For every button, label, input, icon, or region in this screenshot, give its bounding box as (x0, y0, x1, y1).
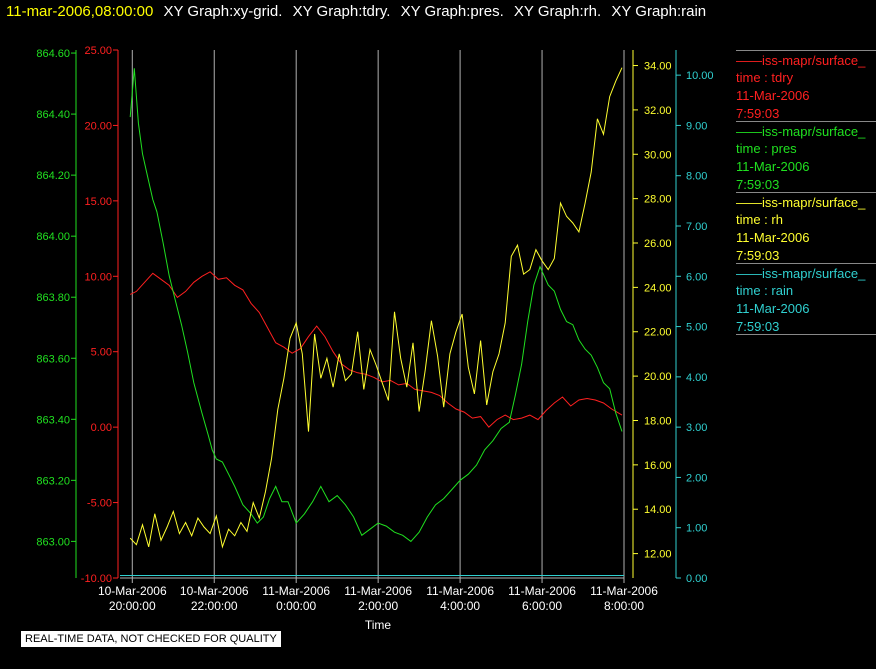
legend-time-rain: 7:59:03 (736, 319, 780, 334)
legend-field-rh: time : rh (736, 212, 783, 227)
rain-tick-label: 6.00 (686, 271, 707, 283)
legend-entry-rain[interactable]: ——iss-mapr/surface_ time : rain 11-Mar-2… (736, 263, 876, 335)
tdry-tick-label: 5.00 (91, 347, 112, 359)
rh-tick-label: 26.00 (644, 238, 672, 250)
legend-field-tdry: time : tdry (736, 70, 794, 85)
legend-field-pres: time : pres (736, 141, 797, 156)
pres-tick-label: 863.00 (36, 536, 70, 548)
x-tick-label-time: 22:00:00 (191, 599, 238, 613)
x-tick-label-time: 8:00:00 (604, 599, 644, 613)
pres-tick-label: 864.00 (36, 231, 70, 243)
legend-date-rh: 11-Mar-2006 (736, 230, 810, 245)
tdry-tick-label: 25.00 (84, 45, 112, 57)
rh-tick-label: 30.00 (644, 149, 672, 161)
tdry-tick-label: 20.00 (84, 120, 112, 132)
tdry-series-line (129, 271, 623, 428)
x-tick-label-date: 11-Mar-2006 (426, 584, 494, 598)
legend-swatch-tdry: —— (736, 53, 762, 68)
x-tick-label-date: 10-Mar-2006 (98, 584, 167, 598)
tdry-tick-label: 0.00 (91, 422, 112, 434)
title-graph-xy-grid: XY Graph:xy-grid. (163, 3, 283, 20)
title-graph-rh: XY Graph:rh. (513, 3, 602, 20)
rain-tick-label: 0.00 (686, 573, 707, 585)
legend-time-pres: 7:59:03 (736, 177, 780, 192)
legend-time-rh: 7:59:03 (736, 248, 780, 263)
title-graph-rain: XY Graph:rain (611, 3, 707, 20)
rain-tick-label: 10.00 (686, 70, 714, 82)
pres-tick-label: 863.20 (36, 475, 70, 487)
legend: ——iss-mapr/surface_ time : tdry 11-Mar-2… (736, 50, 876, 335)
x-tick-label-time: 0:00:00 (276, 599, 316, 613)
rh-tick-label: 12.00 (644, 549, 672, 561)
rh-tick-label: 16.00 (644, 460, 672, 472)
quality-notice: REAL-TIME DATA, NOT CHECKED FOR QUALITY (21, 631, 281, 647)
rain-tick-label: 1.00 (686, 523, 707, 535)
axes-layer: 10-Mar-200620:00:0010-Mar-200622:00:0011… (36, 45, 713, 613)
rh-tick-label: 18.00 (644, 415, 672, 427)
x-tick-label-date: 11-Mar-2006 (590, 584, 658, 598)
rain-tick-label: 8.00 (686, 171, 707, 183)
legend-field-rain: time : rain (736, 283, 794, 298)
tdry-tick-label: -10.00 (81, 573, 112, 585)
legend-swatch-pres: —— (736, 124, 762, 139)
x-tick-label-date: 11-Mar-2006 (344, 584, 412, 598)
legend-swatch-rain: —— (736, 266, 762, 281)
pres-series-line (129, 68, 623, 543)
title-graph-tdry: XY Graph:tdry. (292, 3, 391, 20)
x-tick-label-date: 11-Mar-2006 (508, 584, 576, 598)
rh-tick-label: 22.00 (644, 327, 672, 339)
series-layer (120, 67, 624, 576)
rain-tick-label: 7.00 (686, 221, 707, 233)
tdry-tick-label: 15.00 (84, 196, 112, 208)
legend-date-rain: 11-Mar-2006 (736, 301, 810, 316)
pres-tick-label: 864.20 (36, 170, 70, 182)
rain-tick-label: 3.00 (686, 422, 707, 434)
x-tick-label-time: 4:00:00 (440, 599, 480, 613)
x-tick-label-date: 11-Mar-2006 (262, 584, 330, 598)
rain-tick-label: 9.00 (686, 120, 707, 132)
legend-entry-pres[interactable]: ——iss-mapr/surface_ time : pres 11-Mar-2… (736, 121, 876, 192)
x-tick-label-time: 6:00:00 (522, 599, 562, 613)
legend-name-pres: iss-mapr/surface_ (762, 124, 866, 139)
xy-chart: 10-Mar-200620:00:0010-Mar-200622:00:0011… (36, 45, 713, 632)
title-graph-pres: XY Graph:pres. (400, 3, 504, 20)
legend-entry-rh[interactable]: ——iss-mapr/surface_ time : rh 11-Mar-200… (736, 192, 876, 263)
rh-tick-label: 24.00 (644, 282, 672, 294)
legend-date-tdry: 11-Mar-2006 (736, 88, 810, 103)
rh-tick-label: 34.00 (644, 61, 672, 73)
rh-tick-label: 32.00 (644, 105, 672, 117)
grid-layer (131, 50, 625, 578)
legend-time-tdry: 7:59:03 (736, 106, 780, 121)
rh-tick-label: 28.00 (644, 194, 672, 206)
pres-tick-label: 863.60 (36, 353, 70, 365)
pres-tick-label: 864.40 (36, 109, 70, 121)
x-tick-label-date: 10-Mar-2006 (180, 584, 249, 598)
rh-tick-label: 14.00 (644, 504, 672, 516)
legend-name-rh: iss-mapr/surface_ (762, 195, 866, 210)
legend-date-pres: 11-Mar-2006 (736, 159, 810, 174)
legend-swatch-rh: —— (736, 195, 762, 210)
legend-name-rain: iss-mapr/surface_ (762, 266, 866, 281)
rh-tick-label: 20.00 (644, 371, 672, 383)
rain-tick-label: 2.00 (686, 472, 707, 484)
x-tick-label-time: 20:00:00 (109, 599, 156, 613)
legend-name-tdry: iss-mapr/surface_ (762, 53, 866, 68)
rain-tick-label: 5.00 (686, 322, 707, 334)
title-bar: 11-mar-2006,08:00:00 XY Graph:xy-grid. X… (6, 3, 712, 20)
tdry-tick-label: 10.00 (84, 271, 112, 283)
legend-entry-tdry[interactable]: ——iss-mapr/surface_ time : tdry 11-Mar-2… (736, 50, 876, 121)
pres-tick-label: 864.60 (36, 48, 70, 60)
rain-tick-label: 4.00 (686, 372, 707, 384)
title-timestamp: 11-mar-2006,08:00:00 (6, 3, 154, 20)
x-tick-label-time: 2:00:00 (358, 599, 398, 613)
pres-tick-label: 863.80 (36, 292, 70, 304)
tdry-tick-label: -5.00 (87, 498, 112, 510)
x-axis-title: Time (365, 618, 392, 632)
rh-series-line (129, 67, 623, 549)
pres-tick-label: 863.40 (36, 414, 70, 426)
